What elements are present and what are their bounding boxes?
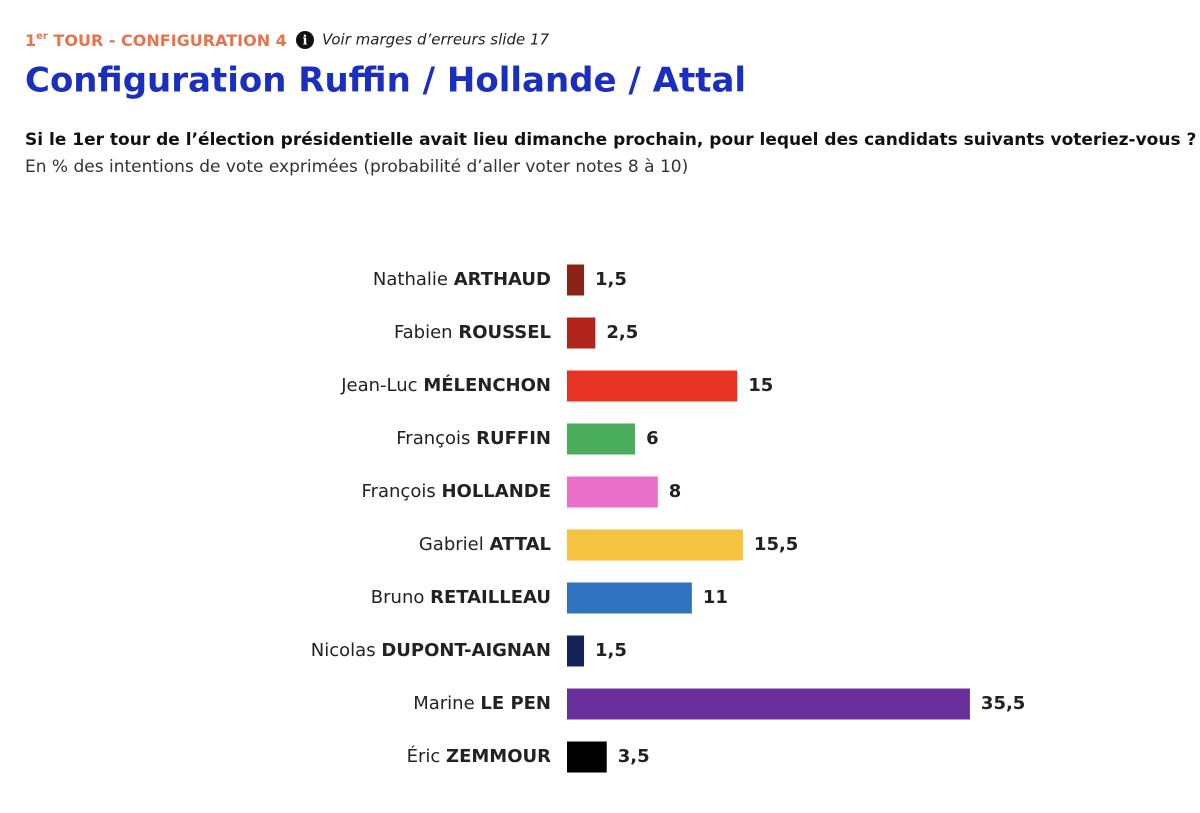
category-label: Marine LE PEN	[413, 693, 551, 714]
value-label: 8	[669, 481, 682, 502]
value-label: 2,5	[606, 322, 638, 343]
bar	[567, 317, 596, 349]
value-label: 1,5	[595, 269, 627, 290]
category-label: Nathalie ARTHAUD	[373, 269, 551, 290]
info-icon-glyph: i	[303, 34, 308, 49]
bar	[567, 423, 636, 455]
bar	[567, 476, 658, 508]
first-name: Gabriel	[419, 534, 484, 555]
last-name: HOLLANDE	[441, 481, 551, 502]
category-label: François HOLLANDE	[362, 481, 551, 502]
bar	[567, 264, 585, 296]
note: Voir marges d’erreurs slide 17	[322, 31, 550, 49]
question: Si le 1er tour de l’élection présidentie…	[25, 130, 1196, 150]
category-label: François RUFFIN	[396, 428, 551, 449]
first-name: Nicolas	[311, 640, 376, 661]
value-label: 35,5	[981, 693, 1025, 714]
category-label: Fabien ROUSSEL	[394, 322, 551, 343]
value-label: 15,5	[754, 534, 798, 555]
last-name: RETAILLEAU	[430, 587, 551, 608]
section-label: 1er TOUR - CONFIGURATION 4	[25, 31, 287, 50]
category-label: Gabriel ATTAL	[419, 534, 551, 555]
first-name: Fabien	[394, 322, 453, 343]
first-name: François	[396, 428, 470, 449]
category-label: Éric ZEMMOUR	[407, 745, 551, 767]
first-name: Marine	[413, 693, 474, 714]
last-name: ATTAL	[489, 534, 551, 555]
last-name: ARTHAUD	[454, 269, 551, 290]
tour-rest: TOUR - CONFIGURATION 4	[48, 31, 287, 50]
last-name: LE PEN	[480, 693, 551, 714]
tour-superscript: er	[36, 31, 48, 42]
bar	[567, 529, 743, 561]
first-name: François	[362, 481, 436, 502]
last-name: ZEMMOUR	[446, 746, 551, 767]
category-label: Bruno RETAILLEAU	[371, 587, 551, 608]
value-label: 15	[748, 375, 773, 396]
bar	[567, 635, 585, 667]
tour-number: 1	[25, 31, 36, 50]
bar	[567, 741, 607, 773]
value-label: 3,5	[618, 746, 650, 767]
category-label: Nicolas DUPONT-AIGNAN	[311, 640, 551, 661]
info-icon	[296, 31, 314, 49]
first-name: Éric	[407, 745, 441, 767]
last-name: DUPONT-AIGNAN	[381, 640, 551, 661]
value-label: 6	[646, 428, 659, 449]
last-name: ROUSSEL	[458, 322, 551, 343]
chart-title: Configuration Ruffin / Hollande / Attal	[25, 61, 746, 101]
value-label: 1,5	[595, 640, 627, 661]
category-label: Jean-Luc MÉLENCHON	[340, 374, 551, 396]
first-name: Jean-Luc	[340, 375, 417, 396]
bar	[567, 582, 692, 614]
bar	[567, 370, 738, 402]
last-name: MÉLENCHON	[423, 374, 551, 396]
subtitle: En % des intentions de vote exprimées (p…	[25, 157, 688, 177]
value-label: 11	[703, 587, 728, 608]
bar	[567, 688, 970, 720]
first-name: Bruno	[371, 587, 425, 608]
last-name: RUFFIN	[476, 428, 551, 449]
first-name: Nathalie	[373, 269, 448, 290]
